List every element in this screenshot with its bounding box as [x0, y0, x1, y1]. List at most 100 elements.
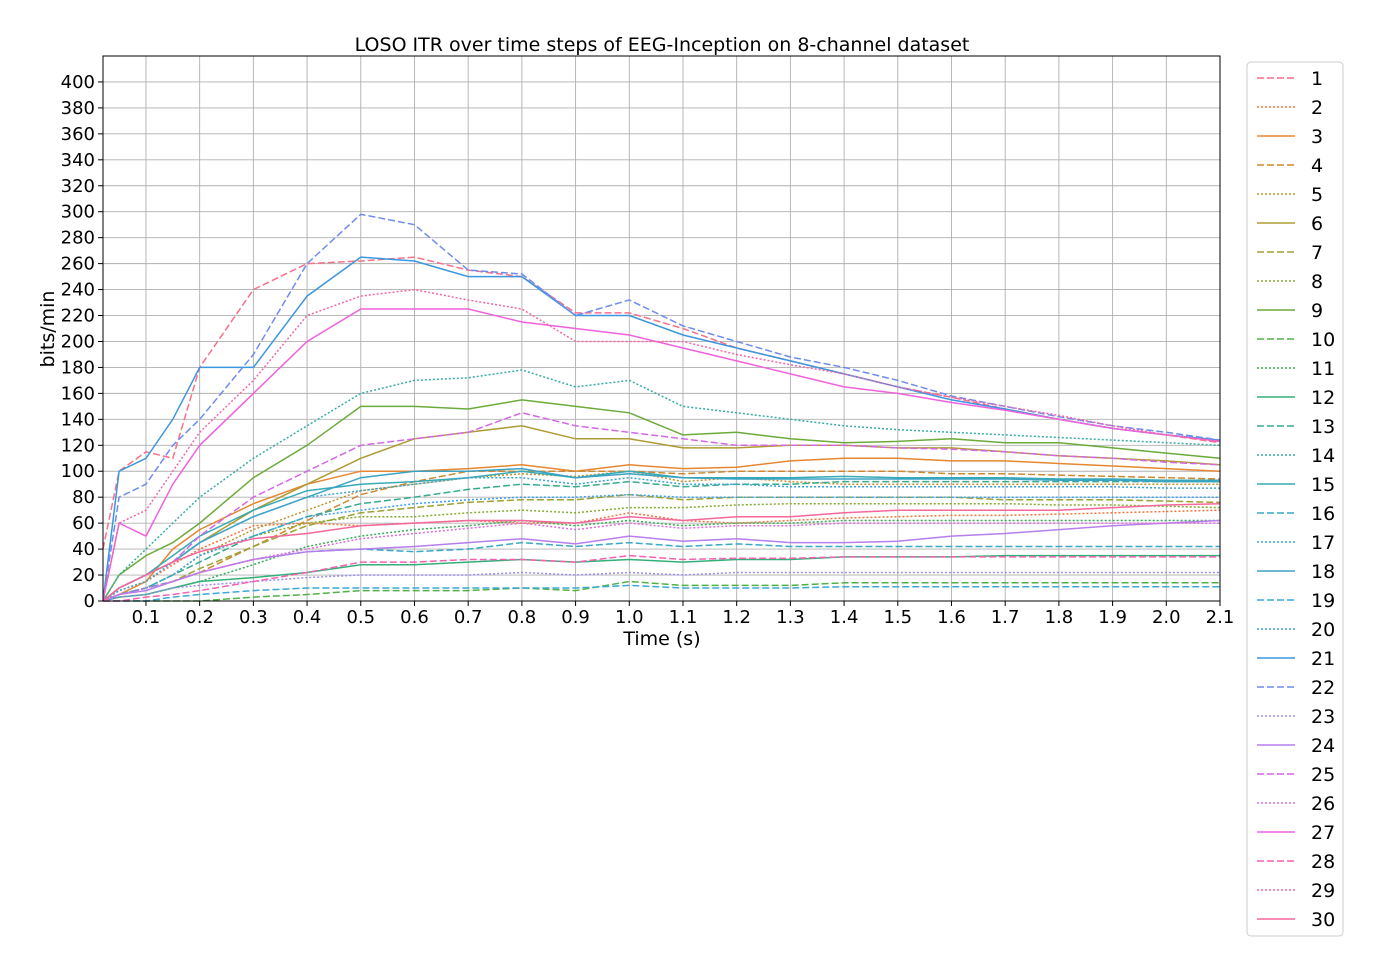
x-tick-label: 2.0 — [1152, 607, 1181, 628]
y-tick-label: 280 — [61, 228, 95, 249]
series-line-2 — [102, 509, 1221, 602]
x-tick-label: 0.4 — [293, 607, 322, 628]
y-tick-label: 360 — [61, 124, 95, 145]
x-tick-label: 1.2 — [722, 607, 751, 628]
legend-label-30: 30 — [1311, 909, 1335, 931]
x-tick-label: 0.6 — [400, 607, 429, 628]
x-tick-label: 0.2 — [185, 607, 214, 628]
legend-label-29: 29 — [1311, 880, 1335, 902]
series-line-15 — [102, 470, 1220, 602]
legend-label-27: 27 — [1311, 822, 1335, 844]
series-line-25 — [102, 412, 1221, 602]
series-line-4 — [102, 470, 1221, 602]
legend-label-9: 9 — [1311, 300, 1323, 322]
y-tick-label: 300 — [61, 202, 95, 223]
y-tick-label: 240 — [61, 280, 95, 301]
y-tick-label: 80 — [72, 487, 95, 508]
legend-label-25: 25 — [1311, 764, 1335, 786]
y-tick-label: 320 — [61, 176, 95, 197]
series-line-11 — [102, 519, 1220, 602]
legend-label-17: 17 — [1311, 532, 1335, 554]
x-tick-label: 0.1 — [132, 607, 161, 628]
series-line-1 — [102, 256, 1221, 550]
legend-label-4: 4 — [1311, 155, 1323, 177]
x-tick-label: 2.1 — [1206, 607, 1235, 628]
y-tick-label: 400 — [61, 72, 95, 93]
y-tick-label: 120 — [61, 435, 95, 456]
x-tick-label: 0.5 — [346, 607, 375, 628]
legend-label-8: 8 — [1311, 271, 1323, 293]
series-line-16 — [102, 541, 1220, 602]
series-line-7 — [102, 493, 1221, 602]
legend-label-16: 16 — [1311, 503, 1335, 525]
series-line-30 — [102, 502, 1221, 602]
x-tick-label: 1.5 — [883, 607, 912, 628]
series-line-21 — [102, 256, 1221, 602]
series-line-20 — [102, 476, 1220, 602]
x-tick-label: 1.3 — [776, 607, 805, 628]
x-axis: 0.1 0.2 0.3 0.4 0.5 0.6 0.7 0.8 0.9 1.0 1.1 1.2 1.3 1… — [132, 601, 1235, 628]
series-line-3 — [102, 457, 1221, 602]
legend-label-2: 2 — [1311, 97, 1323, 119]
legend-label-24: 24 — [1311, 735, 1335, 757]
legend-label-18: 18 — [1311, 561, 1335, 583]
x-tick-label: 1.4 — [830, 607, 859, 628]
y-tick-label: 160 — [61, 383, 95, 404]
series-line-14 — [102, 369, 1221, 602]
y-tick-label: 20 — [72, 565, 95, 586]
legend-label-26: 26 — [1311, 793, 1335, 815]
legend-label-10: 10 — [1311, 329, 1335, 351]
x-tick-label: 1.0 — [615, 607, 644, 628]
y-tick-label: 260 — [61, 254, 95, 275]
legend-label-14: 14 — [1311, 445, 1335, 467]
legend-label-7: 7 — [1311, 242, 1323, 264]
legend: 1234567891011121314151617181920212223242… — [1246, 61, 1344, 937]
series-line-9 — [102, 399, 1221, 602]
legend-label-20: 20 — [1311, 619, 1335, 641]
y-tick-label: 200 — [61, 331, 95, 352]
legend-label-3: 3 — [1311, 126, 1323, 148]
series-line-5 — [102, 470, 1220, 602]
y-tick-label: 380 — [61, 98, 95, 119]
legend-label-5: 5 — [1311, 184, 1323, 206]
series-line-12 — [102, 554, 1220, 602]
y-axis-label: bits/min — [37, 291, 59, 368]
legend-label-28: 28 — [1311, 851, 1335, 873]
series-line-27 — [102, 308, 1221, 602]
x-tick-label: 0.9 — [561, 607, 590, 628]
x-tick-label: 1.8 — [1045, 607, 1074, 628]
y-tick-label: 0 — [84, 591, 95, 612]
series-group — [102, 213, 1221, 602]
legend-label-11: 11 — [1311, 358, 1335, 380]
x-tick-label: 1.7 — [991, 607, 1020, 628]
series-line-28 — [103, 554, 1220, 602]
x-tick-label: 1.6 — [937, 607, 966, 628]
legend-label-12: 12 — [1311, 387, 1335, 409]
y-tick-label: 100 — [61, 461, 95, 482]
plot-frame — [102, 55, 1221, 602]
x-tick-label: 1.9 — [1098, 607, 1127, 628]
y-axis: 0 20 40 60 80 100 120 140 160 180 200 220 240 260 280 3… — [61, 72, 103, 612]
legend-label-22: 22 — [1311, 677, 1335, 699]
legend-label-1: 1 — [1311, 68, 1323, 90]
x-tick-label: 0.3 — [239, 607, 268, 628]
series-line-13 — [102, 480, 1220, 602]
legend-label-21: 21 — [1311, 648, 1335, 670]
y-tick-label: 40 — [72, 539, 95, 560]
series-line-19 — [103, 584, 1220, 602]
y-tick-label: 340 — [61, 150, 95, 171]
x-axis-label: Time (s) — [622, 628, 700, 650]
series-line-22 — [102, 213, 1221, 602]
series-line-26 — [102, 522, 1220, 602]
series-line-8 — [102, 502, 1221, 602]
y-tick-label: 180 — [61, 357, 95, 378]
x-tick-label: 1.1 — [669, 607, 698, 628]
series-line-23 — [102, 571, 1220, 602]
x-tick-label: 0.7 — [454, 607, 483, 628]
chart-title: LOSO ITR over time steps of EEG-Inceptio… — [355, 34, 970, 56]
legend-label-15: 15 — [1311, 474, 1335, 496]
y-tick-label: 140 — [61, 409, 95, 430]
y-tick-label: 220 — [61, 306, 95, 327]
legend-label-6: 6 — [1311, 213, 1323, 235]
